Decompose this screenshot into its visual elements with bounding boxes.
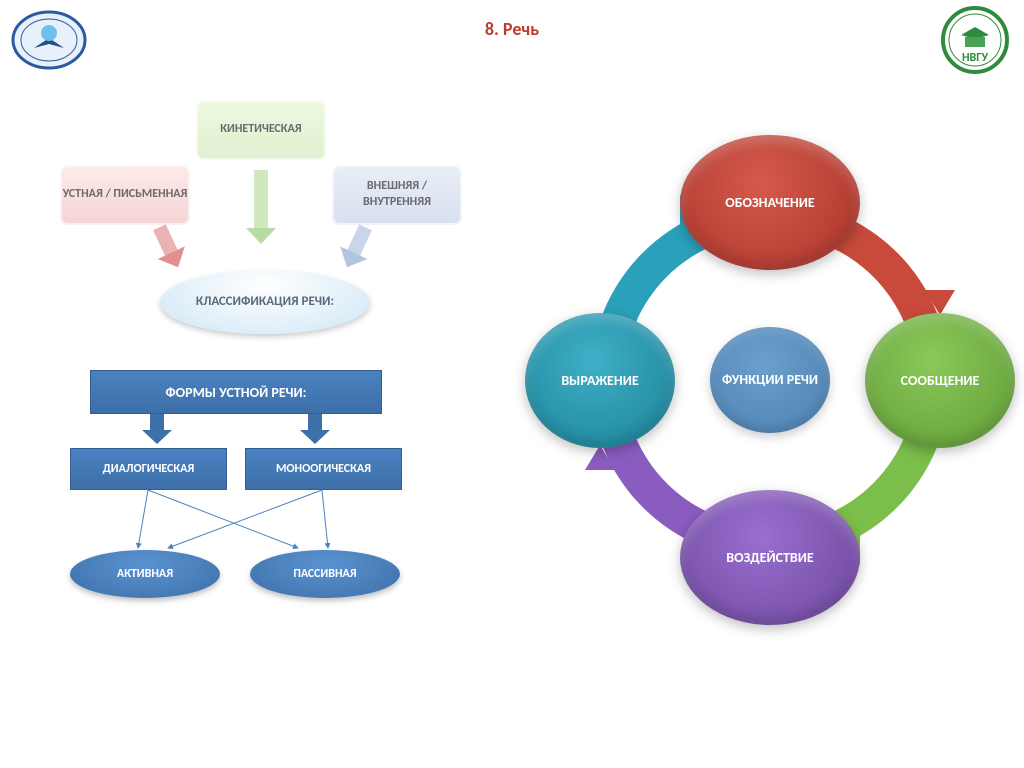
function-node-message: СООБЩЕНИЕ (865, 313, 1015, 448)
functions-center: ФУНКЦИИ РЕЧИ (710, 327, 830, 433)
function-node-expression: ВЫРАЖЕНИЕ (525, 313, 675, 448)
forms-leaf-passive: ПАССИВНАЯ (250, 550, 400, 598)
function-node-influence: ВОЗДЕЙСТВИЕ (680, 490, 860, 625)
function-node-designation: ОБОЗНАЧЕНИЕ (680, 135, 860, 270)
institution-logo-right: НВГУ (931, 5, 1019, 75)
cross-lines (0, 0, 500, 700)
forms-leaf-active: АКТИВНАЯ (70, 550, 220, 598)
svg-text:НВГУ: НВГУ (962, 51, 988, 65)
functions-cycle: ФУНКЦИИ РЕЧИ ОБОЗНАЧЕНИЕ СООБЩЕНИЕ ВОЗДЕ… (520, 80, 1020, 640)
